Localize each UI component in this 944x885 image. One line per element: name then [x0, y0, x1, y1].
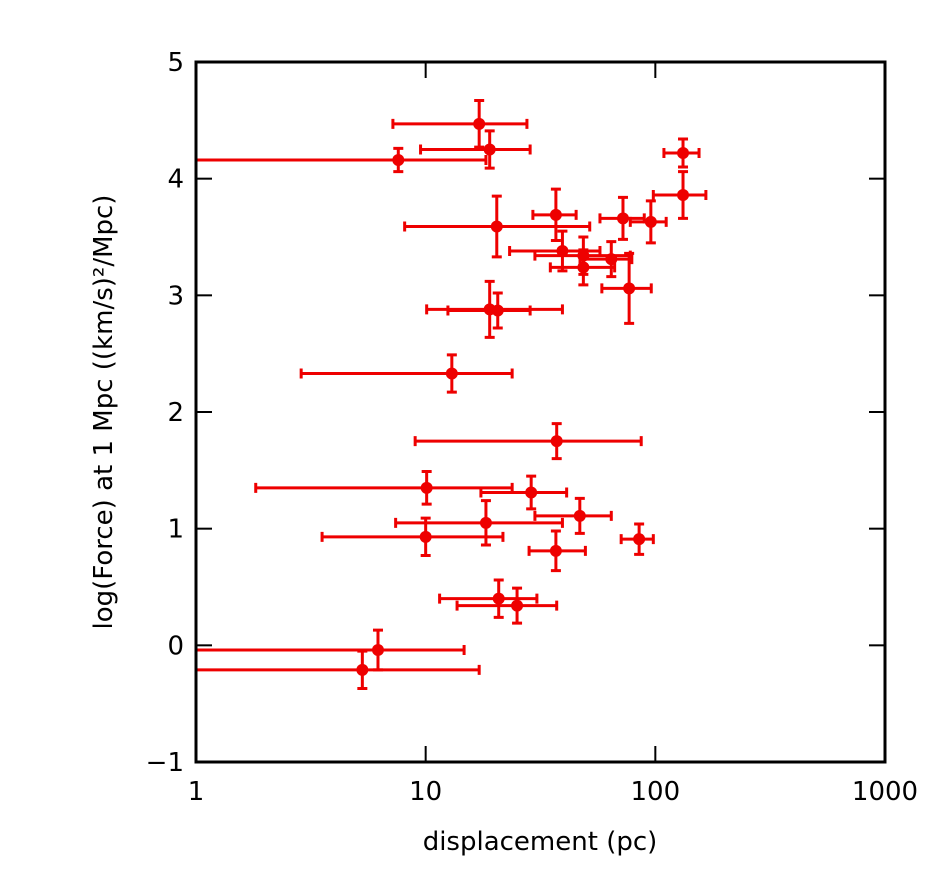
x-tick-label: 1000: [852, 777, 918, 807]
point: [473, 117, 486, 130]
x-error-bar: [196, 645, 466, 655]
x-error-bar: [299, 368, 514, 379]
x-axis-title: displacement (pc): [423, 827, 658, 857]
x-error-bar: [413, 436, 643, 447]
y-tick-label: 5: [167, 48, 184, 78]
point: [479, 516, 492, 529]
point: [491, 304, 504, 317]
point: [419, 530, 432, 543]
x-error-bar: [196, 155, 488, 165]
point: [549, 544, 562, 557]
x-error-bar: [438, 593, 539, 604]
x-error-bar: [455, 600, 559, 611]
x-error-bar: [254, 482, 514, 493]
point: [644, 215, 657, 228]
y-axis-title: log(Force) at 1 Mpc ((km/s)²/Mpc): [89, 195, 119, 630]
plot-area: [196, 99, 708, 690]
y-tick-label: 4: [167, 165, 184, 195]
x-tick-label: 10: [409, 777, 442, 807]
point: [605, 253, 618, 266]
point: [677, 147, 690, 159]
y-tick-label: 1: [167, 515, 184, 545]
point: [483, 143, 496, 156]
x-error-bar: [320, 531, 505, 542]
point: [525, 486, 538, 499]
point: [492, 592, 505, 605]
point: [445, 367, 458, 380]
point: [550, 435, 563, 448]
y-tick-label: 3: [167, 281, 184, 311]
point: [677, 189, 690, 201]
x-error-bar: [533, 510, 613, 521]
x-error-bar: [419, 144, 532, 155]
point: [573, 509, 586, 522]
x-error-bar: [391, 118, 529, 129]
point: [616, 212, 629, 225]
point: [511, 599, 524, 612]
point: [490, 220, 503, 233]
y-tick-label: 2: [167, 398, 184, 428]
y-tick-label: 0: [167, 631, 184, 661]
point: [392, 154, 405, 166]
x-tick-label: 100: [631, 777, 681, 807]
point: [633, 533, 646, 546]
point: [371, 644, 384, 656]
point: [623, 282, 636, 295]
y-tick-label: −1: [146, 748, 184, 778]
point: [577, 261, 590, 274]
point: [356, 663, 369, 676]
x-tick-label: 1: [188, 777, 205, 807]
x-error-bar: [394, 517, 564, 528]
point: [556, 245, 569, 257]
x-error-bar: [479, 487, 569, 498]
point: [549, 208, 562, 221]
plot-frame: [194, 60, 887, 764]
x-error-bar: [196, 664, 481, 675]
point: [420, 481, 433, 494]
x-error-bar: [446, 305, 532, 316]
